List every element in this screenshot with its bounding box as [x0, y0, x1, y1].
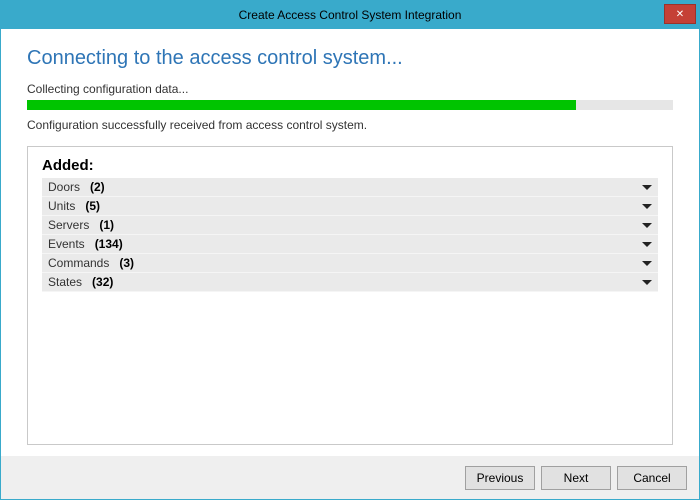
titlebar: Create Access Control System Integration… [1, 1, 699, 29]
row-label: Units [48, 199, 75, 213]
next-button[interactable]: Next [541, 466, 611, 490]
chevron-down-icon [642, 261, 652, 266]
progress-bar [27, 100, 673, 110]
chevron-down-icon [642, 223, 652, 228]
row-count: (134) [95, 237, 123, 251]
status-text: Collecting configuration data... [27, 82, 673, 96]
row-doors[interactable]: Doors (2) [42, 178, 658, 197]
row-count: (3) [119, 256, 134, 270]
row-count: (32) [92, 275, 113, 289]
row-servers[interactable]: Servers (1) [42, 216, 658, 235]
row-count: (1) [99, 218, 114, 232]
row-label: States [48, 275, 82, 289]
summary-panel: Added: Doors (2) Units (5) Servers (1) E [27, 146, 673, 445]
row-label: Commands [48, 256, 109, 270]
chevron-down-icon [642, 242, 652, 247]
added-heading: Added: [42, 157, 658, 174]
page-heading: Connecting to the access control system.… [27, 47, 673, 70]
window-title: Create Access Control System Integration [239, 8, 462, 22]
close-icon: ✕ [676, 9, 684, 20]
button-bar: Previous Next Cancel [1, 455, 699, 499]
row-label: Doors [48, 180, 80, 194]
previous-button[interactable]: Previous [465, 466, 535, 490]
row-count: (2) [90, 180, 105, 194]
close-button[interactable]: ✕ [664, 4, 696, 24]
chevron-down-icon [642, 185, 652, 190]
row-events[interactable]: Events (134) [42, 235, 658, 254]
chevron-down-icon [642, 280, 652, 285]
success-text: Configuration successfully received from… [27, 118, 673, 132]
row-states[interactable]: States (32) [42, 273, 658, 292]
cancel-button[interactable]: Cancel [617, 466, 687, 490]
row-units[interactable]: Units (5) [42, 197, 658, 216]
wizard-window: Create Access Control System Integration… [0, 0, 700, 500]
chevron-down-icon [642, 204, 652, 209]
content-area: Connecting to the access control system.… [1, 29, 699, 455]
row-label: Servers [48, 218, 89, 232]
row-commands[interactable]: Commands (3) [42, 254, 658, 273]
progress-fill [27, 100, 576, 110]
row-label: Events [48, 237, 85, 251]
row-count: (5) [85, 199, 100, 213]
